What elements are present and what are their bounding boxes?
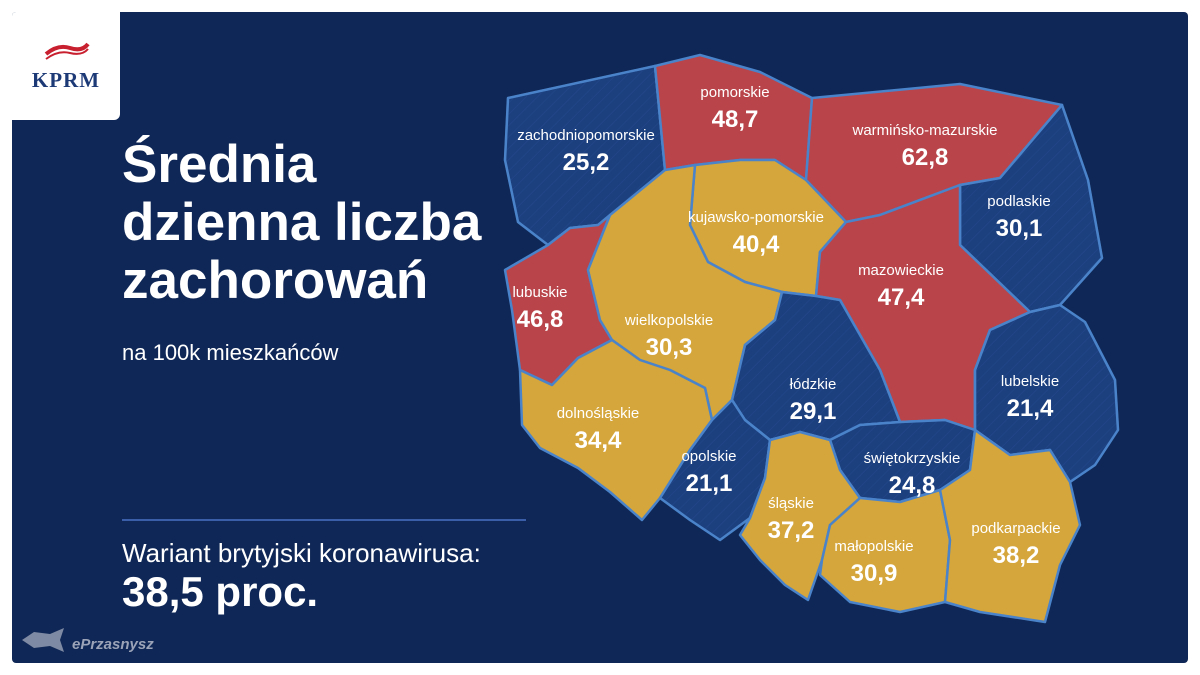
region-name-label: lubelskie xyxy=(1001,373,1059,390)
region-name-label: zachodniopomorskie xyxy=(517,127,655,144)
region-podkarpackie xyxy=(938,428,1082,624)
region-slaskie xyxy=(738,430,862,602)
region-value-label: 47,4 xyxy=(878,284,925,311)
region-name-label: śląskie xyxy=(768,495,814,512)
region-value-label: 40,4 xyxy=(733,231,780,258)
region-value-label: 21,4 xyxy=(1007,395,1054,422)
region-name-label: warmińsko-mazurskie xyxy=(851,122,997,139)
region-value-label: 30,1 xyxy=(996,215,1043,242)
region-value-label: 30,9 xyxy=(851,560,898,587)
region-name-label: kujawsko-pomorskie xyxy=(688,209,824,226)
region-value-label: 25,2 xyxy=(563,149,610,176)
page-title: Średnia dzienna liczba zachorowań xyxy=(122,136,582,310)
subtitle: na 100k mieszkańców xyxy=(122,340,339,365)
title-line-2: dzienna liczba xyxy=(122,193,482,252)
region-value-label: 48,7 xyxy=(712,106,759,133)
region-name-label: wielkopolskie xyxy=(624,312,713,329)
variant-label: Wariant brytyjski koronawirusa: xyxy=(122,538,481,568)
region-value-label: 29,1 xyxy=(790,398,837,425)
region-name-label: podkarpackie xyxy=(971,520,1060,537)
region-value-label: 21,1 xyxy=(686,470,733,497)
region-value-label: 24,8 xyxy=(889,472,936,499)
title-line-3: zachorowań xyxy=(122,251,429,310)
region-value-label: 37,2 xyxy=(768,517,815,544)
region-name-label: dolnośląskie xyxy=(557,405,640,422)
region-name-label: świętokrzyskie xyxy=(864,450,961,467)
region-name-label: podlaskie xyxy=(987,193,1050,210)
region-value-label: 30,3 xyxy=(646,334,693,361)
variant-value: 38,5 proc. xyxy=(122,568,319,615)
region-value-label: 46,8 xyxy=(517,306,564,333)
region-malopolskie xyxy=(818,488,952,614)
region-value-label: 62,8 xyxy=(902,144,949,171)
region-name-label: małopolskie xyxy=(834,538,913,555)
region-name-label: łódzkie xyxy=(790,376,837,393)
fish-icon xyxy=(22,628,64,652)
kprm-logo: KPRM xyxy=(12,12,120,120)
title-line-1: Średnia xyxy=(122,135,317,194)
region-name-label: mazowieckie xyxy=(858,262,944,279)
watermark-text: ePrzasnysz xyxy=(72,636,154,653)
eprzasnysz-watermark: ePrzasnysz xyxy=(20,626,160,666)
logo-text: KPRM xyxy=(31,68,101,92)
region-name-label: pomorskie xyxy=(700,84,769,101)
divider xyxy=(122,519,526,521)
region-name-label: lubuskie xyxy=(512,284,567,301)
region-value-label: 38,2 xyxy=(993,542,1040,569)
flag-icon xyxy=(44,42,90,60)
region-name-label: opolskie xyxy=(681,448,736,465)
region-value-label: 34,4 xyxy=(575,427,622,454)
